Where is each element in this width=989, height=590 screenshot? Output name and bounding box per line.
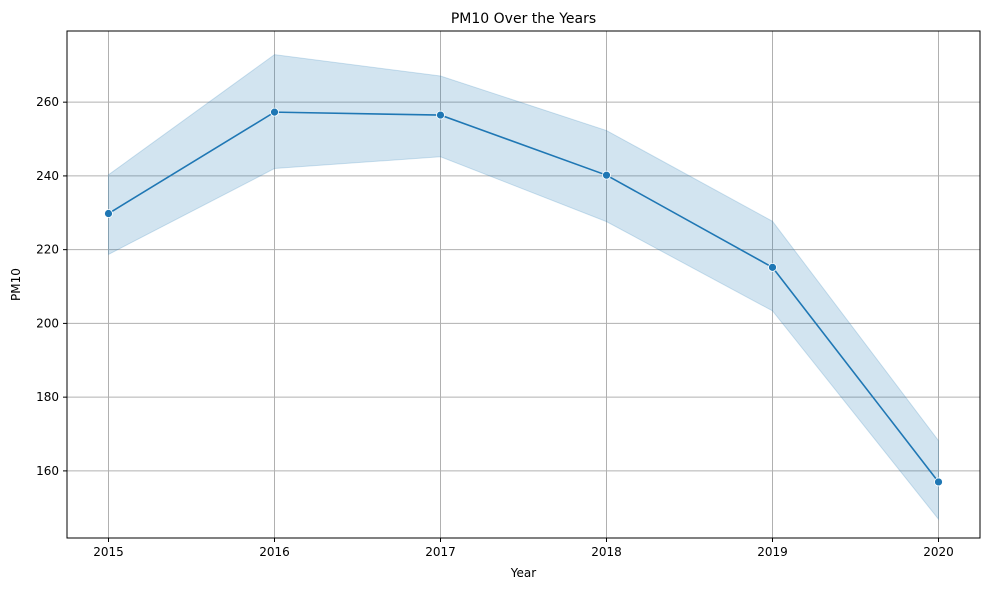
y-axis-label: PM10 xyxy=(9,268,23,301)
data-point xyxy=(768,262,777,272)
data-point xyxy=(436,110,445,120)
series-line-layer xyxy=(108,111,940,483)
y-tick-label: 240 xyxy=(36,169,59,183)
data-point-layer xyxy=(104,107,943,487)
series-line xyxy=(108,111,940,483)
chart-title: PM10 Over the Years xyxy=(451,11,596,27)
x-tick-label: 2016 xyxy=(259,545,290,559)
y-tick-label: 180 xyxy=(36,390,59,404)
confidence-band xyxy=(108,54,939,521)
data-point xyxy=(104,209,113,218)
y-tick-label: 160 xyxy=(36,464,59,478)
y-tick-label: 260 xyxy=(36,95,59,109)
confidence-band-layer xyxy=(108,54,939,521)
x-axis-label: Year xyxy=(510,566,536,580)
x-tick-label: 2019 xyxy=(757,545,788,559)
x-tick-label: 2018 xyxy=(591,545,622,559)
x-tick-label: 2015 xyxy=(93,545,124,559)
x-tick-label: 2017 xyxy=(425,545,456,559)
data-point xyxy=(934,477,943,487)
data-point xyxy=(602,170,611,180)
y-tick-label: 220 xyxy=(36,243,59,257)
x-tick-label: 2020 xyxy=(923,545,954,559)
y-axis-ticks: 160 180 200 220 240 260 xyxy=(36,95,67,478)
x-axis-ticks: 2015 2016 2017 2018 2019 2020 xyxy=(93,538,954,559)
plot-frame xyxy=(66,30,981,539)
y-tick-label: 200 xyxy=(36,316,59,330)
data-point xyxy=(270,107,279,117)
